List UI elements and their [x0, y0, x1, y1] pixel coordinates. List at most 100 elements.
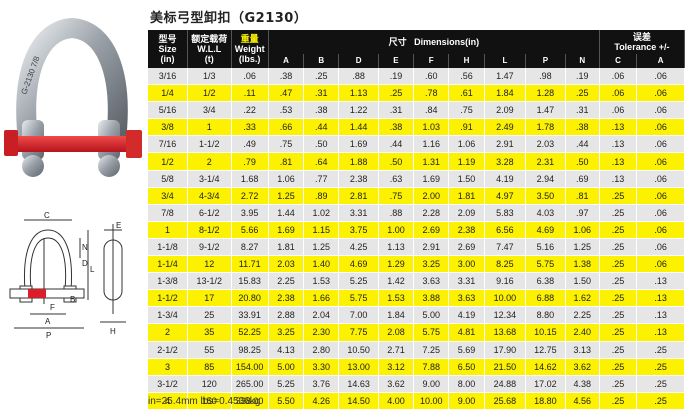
table-cell: 3-1/2	[148, 375, 188, 393]
label-e: E	[116, 221, 121, 230]
table-cell: 35	[187, 323, 232, 342]
dim-col-b: B	[303, 54, 340, 68]
table-cell: 2.30	[303, 323, 340, 342]
table-cell: 2.38	[448, 221, 485, 239]
table-cell: 1.15	[303, 221, 340, 239]
table-cell: .25	[599, 272, 638, 291]
shackle-photo: G-2130 7/8	[4, 17, 142, 177]
technical-drawing: C N D L B F A P E H	[9, 211, 126, 340]
dim-col-p: P	[525, 54, 566, 68]
table-cell: .06	[636, 101, 685, 120]
table-cell: 1	[148, 221, 188, 239]
table-cell: 10.00	[413, 392, 450, 410]
table-cell: .06	[599, 84, 638, 103]
table-cell: .81	[268, 152, 305, 171]
table-cell: 154.00	[231, 358, 269, 376]
table-cell: .38	[303, 101, 340, 120]
table-cell: .49	[231, 135, 269, 154]
table-cell: 4.00	[378, 392, 415, 410]
table-row: 1-1/8 9-1/2 8.27 1.81 1.25 4.25 1.13 2.91 2.69 7.…	[148, 238, 685, 257]
table-cell: .25	[378, 84, 415, 103]
table-cell: 33.91	[231, 306, 269, 325]
table-cell: .78	[413, 84, 450, 103]
table-cell: 9-1/2	[187, 238, 232, 257]
table-cell: 2.40	[565, 323, 600, 342]
table-cell: .25	[599, 238, 638, 257]
dim-col-h: H	[448, 54, 485, 68]
col-tolerance: 误差 Tolerance +/-	[599, 30, 686, 54]
table-cell: 338.00	[231, 392, 269, 410]
table-cell: 2.94	[525, 170, 566, 188]
table-cell: 25.68	[484, 392, 527, 410]
table-cell: 3.30	[303, 358, 340, 376]
table-cell: 2.28	[413, 204, 450, 222]
table-cell: 17	[187, 289, 232, 308]
table-cell: 24.88	[484, 375, 527, 393]
table-cell: 5.66	[231, 221, 269, 239]
table-cell: 265.00	[231, 375, 269, 393]
table-cell: 2.03	[525, 135, 566, 154]
weight-unit: (lbs.)	[238, 54, 261, 64]
table-row: 1 8-1/2 5.66 1.69 1.15 3.75 1.00 2.69 2.38 6.56 4.…	[148, 221, 685, 239]
table-row: 4 150 338.00 5.50 4.26 14.50 4.00 10.00 9.00 25.6…	[148, 392, 685, 410]
table-cell: 15.83	[231, 272, 269, 291]
table-cell: 3.28	[484, 152, 527, 171]
table-cell: 3.63	[413, 272, 450, 291]
table-cell: 1/3	[187, 68, 232, 86]
table-cell: 1.81	[268, 238, 305, 257]
table-cell: 3/4	[187, 101, 232, 120]
table-cell: .88	[378, 204, 415, 222]
table-row: 5/16 3/4.22.53.38 1.22.31.84.75 2.09 1.47.31…	[148, 101, 685, 120]
table-cell: .13	[636, 323, 685, 342]
table-cell: 3.75	[338, 221, 379, 239]
dim-col-e: E	[378, 54, 415, 68]
table-cell: .25	[599, 255, 638, 274]
table-cell: 3.12	[378, 358, 415, 376]
table-cell: 14.50	[338, 392, 379, 410]
table-cell: 2.91	[484, 135, 527, 154]
table-cell: .13	[599, 118, 638, 137]
table-cell: 2.91	[413, 238, 450, 257]
table-cell: 2.09	[448, 204, 485, 222]
table-cell: 8.25	[484, 255, 527, 274]
table-cell: .79	[231, 152, 269, 171]
label-n: N	[82, 243, 88, 252]
table-cell: 3.76	[303, 375, 340, 393]
table-cell: .25	[599, 204, 638, 222]
dim-col-f: F	[413, 54, 450, 68]
table-row: 1-3/4 25 33.91 2.88 2.04 7.00 1.84 5.00 4.19 12.3…	[148, 306, 685, 325]
table-cell: 98.25	[231, 341, 269, 359]
table-cell: 2.72	[231, 187, 269, 205]
table-cell: 2.69	[448, 238, 485, 257]
table-cell: 21.50	[484, 358, 527, 376]
table-cell: 1.28	[525, 84, 566, 103]
table-cell: 120	[187, 375, 232, 393]
table-cell: 1.38	[565, 255, 600, 274]
table-cell: 1.13	[338, 84, 379, 103]
table-cell: .06	[599, 68, 638, 86]
dims-en: Dimensions(in)	[414, 37, 480, 47]
table-cell: 1.53	[378, 289, 415, 308]
table-cell: 5.75	[338, 289, 379, 308]
table-cell: 8.80	[525, 306, 566, 325]
table-cell: 10.00	[484, 289, 527, 308]
tol-col-a: A	[636, 54, 685, 68]
label-d: D	[82, 259, 88, 268]
table-cell: .75	[448, 101, 485, 120]
table-cell: 14.62	[525, 358, 566, 376]
table-cell: 2.00	[413, 187, 450, 205]
table-row: 3-1/2 120 265.00 5.25 3.76 14.63 3.62 9.00 8.00 2…	[148, 375, 685, 393]
table-cell: 3.00	[448, 255, 485, 274]
table-cell: .75	[378, 187, 415, 205]
table-cell: 1-1/4	[148, 255, 188, 274]
table-row: 1/4 1/2.11.47.31 1.13.25.78.61 1.84 1.28.25.…	[148, 84, 685, 103]
table-cell: 5.75	[413, 323, 450, 342]
table-cell: 4.81	[448, 323, 485, 342]
table-cell: .25	[599, 375, 638, 393]
table-cell: 1.50	[448, 170, 485, 188]
table-cell: .06	[636, 84, 685, 103]
table-cell: 1.69	[268, 221, 305, 239]
label-h: H	[110, 327, 116, 336]
table-cell: 12	[187, 255, 232, 274]
table-cell: 3.88	[413, 289, 450, 308]
